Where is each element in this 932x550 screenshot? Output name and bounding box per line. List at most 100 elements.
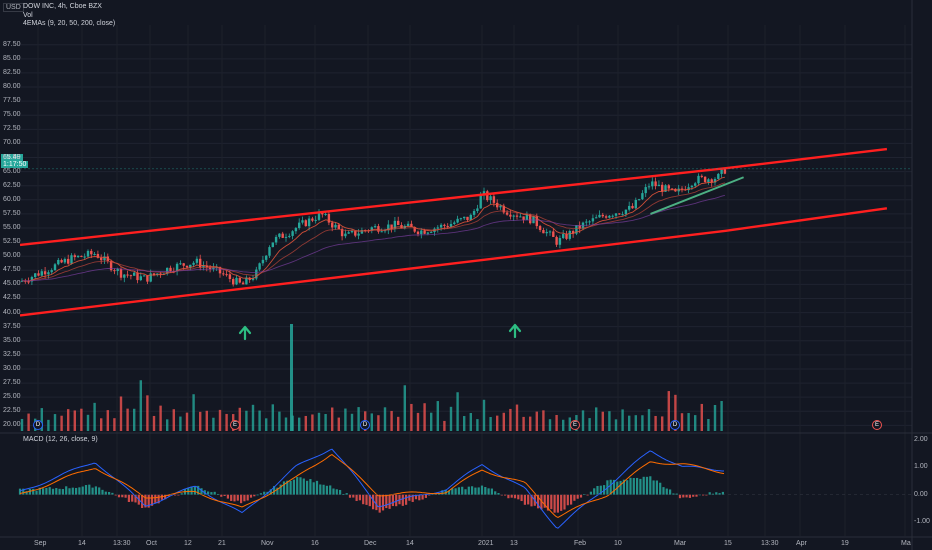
candle-body	[294, 228, 298, 232]
volume-bar	[634, 415, 637, 431]
candle-body	[331, 222, 334, 228]
candle-body	[512, 215, 515, 217]
candle-body	[406, 223, 410, 226]
candle-body	[166, 267, 169, 274]
earnings-icon[interactable]: E	[230, 420, 240, 430]
volume-bar	[317, 412, 321, 431]
candle-body	[608, 215, 611, 218]
macd-histogram-bar	[649, 476, 652, 495]
macd-histogram-bar	[401, 494, 404, 506]
candle-body	[558, 238, 562, 245]
macd-histogram-bar	[375, 494, 378, 511]
macd-histogram-bar	[586, 494, 589, 496]
macd-histogram-bar	[441, 490, 444, 495]
time-axis-tick: 19	[841, 540, 849, 547]
candle-body	[116, 268, 119, 272]
macd-histogram-bar	[164, 494, 167, 500]
candle-body	[562, 233, 565, 239]
macd-histogram-bar	[276, 487, 279, 495]
candle-body	[631, 205, 634, 209]
volume-bar	[86, 414, 90, 431]
candle-body	[232, 278, 235, 285]
volume-bar	[647, 409, 651, 431]
candle-body	[578, 225, 581, 229]
macd-histogram-bar	[322, 484, 325, 495]
volume-bar	[548, 419, 552, 431]
macd-histogram-bar	[596, 485, 599, 495]
macd-histogram-bar	[35, 490, 38, 495]
candle-body	[489, 196, 492, 201]
price-axis-tick: 25.00	[3, 393, 21, 401]
macd-histogram-bar	[507, 494, 510, 499]
candle-body	[453, 222, 456, 224]
candle-body	[218, 266, 222, 274]
candle-body	[710, 179, 713, 183]
macd-histogram-bar	[593, 488, 596, 495]
macd-histogram-bar	[200, 488, 203, 495]
macd-axis-tick: 0.00	[914, 490, 928, 498]
volume-bar	[47, 419, 50, 431]
macd-histogram-bar	[273, 486, 276, 495]
macd-histogram-bar	[299, 477, 302, 495]
macd-histogram-bar	[566, 494, 569, 506]
countdown-tag: 1:17:50	[1, 161, 29, 168]
dividend-icon[interactable]: D	[670, 420, 680, 430]
macd-histogram-bar	[45, 487, 48, 495]
macd-histogram-bar	[570, 494, 573, 505]
candle-body	[129, 275, 133, 277]
volume-bar	[238, 407, 241, 431]
candle-body	[106, 256, 109, 262]
candle-body	[654, 181, 657, 187]
volume-bar	[667, 391, 670, 431]
candle-body	[565, 233, 568, 239]
macd-histogram-bar	[626, 480, 629, 495]
candle-body	[611, 215, 614, 217]
volume-bar	[166, 419, 169, 431]
price-axis-tick: 52.50	[3, 238, 21, 246]
candle-body	[284, 236, 288, 238]
candle-body	[76, 255, 80, 258]
volume-bar	[113, 418, 116, 431]
candle-body	[278, 233, 281, 237]
volume-bar-spike	[290, 324, 293, 431]
volume-bar	[159, 405, 162, 431]
macd-histogram-bar	[655, 480, 658, 495]
arrow-up-icon	[508, 323, 522, 339]
candle-body	[119, 268, 123, 278]
macd-histogram-bar	[233, 494, 236, 502]
currency-label[interactable]: USD	[3, 3, 24, 12]
macd-histogram-bar	[527, 494, 530, 505]
macd-histogram-bar	[220, 494, 223, 497]
macd-histogram-bar	[160, 494, 163, 500]
dividend-icon[interactable]: D	[360, 420, 370, 430]
price-axis-tick: 55.00	[3, 224, 21, 231]
earnings-icon[interactable]: E	[872, 420, 882, 430]
candle-body	[96, 253, 100, 258]
signal-line	[19, 454, 725, 518]
macd-histogram-bar	[147, 494, 150, 508]
macd-histogram-bar	[454, 488, 457, 495]
macd-histogram-bar	[352, 494, 355, 498]
macd-histogram-bar	[174, 494, 177, 496]
volume-bar	[456, 392, 459, 431]
price-axis-tick: 32.50	[3, 350, 21, 358]
candle-body	[657, 184, 661, 187]
candle-body	[288, 235, 291, 237]
candle-body	[647, 186, 651, 188]
macd-histogram-bar	[659, 482, 662, 495]
volume-bar	[251, 404, 255, 431]
macd-histogram-bar	[484, 487, 487, 495]
macd-histogram-bar	[306, 480, 309, 495]
macd-histogram-bar	[395, 494, 398, 507]
volume-bar	[298, 417, 301, 431]
macd-histogram-bar	[480, 485, 484, 495]
volume-bar	[674, 394, 677, 431]
macd-histogram-bar	[685, 494, 688, 498]
macd-histogram-bar	[718, 493, 721, 495]
dividend-icon[interactable]: D	[33, 420, 43, 430]
earnings-icon[interactable]: E	[570, 420, 580, 430]
volume-bar	[370, 413, 373, 431]
candle-body	[212, 267, 215, 270]
candle-body	[463, 216, 466, 219]
